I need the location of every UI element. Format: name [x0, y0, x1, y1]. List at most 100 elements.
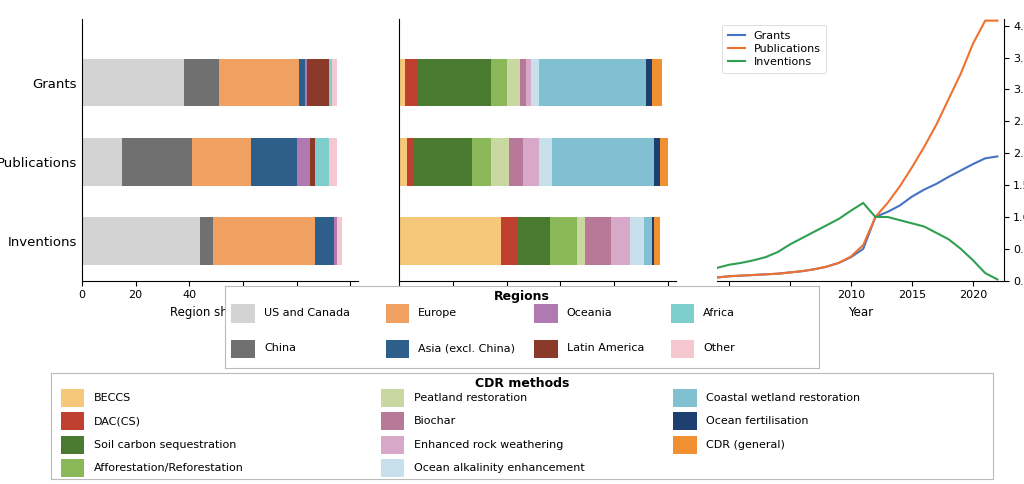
Bar	[399, 59, 404, 106]
Bar	[231, 304, 255, 322]
Bar	[315, 217, 334, 265]
Inventions	[808, 229, 820, 235]
Publications	[882, 200, 894, 206]
Inventions	[796, 235, 808, 241]
Line: Publications: Publications	[717, 21, 997, 277]
Bar	[552, 138, 654, 186]
Bar	[381, 389, 404, 407]
Text: Regions: Regions	[495, 289, 550, 302]
Grants	[991, 153, 1004, 159]
Grants	[723, 273, 735, 279]
Bar	[535, 304, 558, 322]
Bar	[651, 217, 654, 265]
Grants	[808, 266, 820, 272]
Bar	[539, 138, 552, 186]
Grants	[906, 194, 919, 199]
Bar	[550, 217, 577, 265]
Bar	[673, 389, 696, 407]
Text: Soil carbon sequestration: Soil carbon sequestration	[93, 439, 236, 450]
Publications	[919, 144, 931, 150]
Grants	[783, 270, 796, 275]
Bar	[329, 59, 332, 106]
Inventions	[894, 217, 906, 223]
Bar	[307, 59, 329, 106]
Inventions	[723, 262, 735, 268]
Text: CDR methods: CDR methods	[475, 377, 569, 390]
Grants	[894, 203, 906, 209]
Bar	[60, 459, 84, 477]
Publications	[711, 274, 723, 280]
Inventions	[748, 257, 760, 263]
Bar	[60, 436, 84, 454]
Bar	[654, 138, 659, 186]
Publications	[735, 272, 748, 278]
Inventions	[735, 260, 748, 266]
Bar	[82, 217, 200, 265]
Bar	[231, 340, 255, 358]
Bar	[585, 217, 611, 265]
Inventions	[919, 224, 931, 229]
Inventions	[979, 270, 991, 276]
Bar	[399, 217, 502, 265]
Grants	[857, 246, 869, 252]
Grants	[942, 174, 954, 180]
Bar	[337, 217, 342, 265]
Inventions	[711, 265, 723, 271]
Inventions	[857, 200, 869, 206]
Bar	[673, 436, 696, 454]
Bar	[251, 138, 297, 186]
Bar	[517, 217, 550, 265]
Bar	[418, 59, 490, 106]
Text: Other: Other	[703, 343, 735, 353]
Bar	[651, 59, 663, 106]
Publications	[979, 18, 991, 24]
Text: CDR (general): CDR (general)	[706, 439, 784, 450]
Bar	[200, 217, 213, 265]
Text: Oceania: Oceania	[567, 308, 612, 318]
Inventions	[869, 214, 882, 220]
X-axis label: Year: Year	[848, 306, 872, 319]
Bar	[184, 59, 219, 106]
Inventions	[772, 249, 784, 255]
Publications	[942, 96, 954, 102]
Grants	[711, 274, 723, 280]
Grants	[796, 268, 808, 274]
Text: Peatland restoration: Peatland restoration	[414, 393, 527, 403]
Line: Grants: Grants	[717, 156, 997, 277]
Grants	[979, 155, 991, 161]
Inventions	[991, 276, 1004, 282]
Bar	[502, 217, 517, 265]
Bar	[82, 138, 122, 186]
Grants	[748, 272, 760, 278]
Publications	[857, 242, 869, 248]
Bar	[60, 389, 84, 407]
Bar	[332, 59, 337, 106]
Grants	[760, 272, 772, 277]
Publications	[833, 260, 845, 266]
Bar	[60, 412, 84, 430]
Text: Enhanced rock weathering: Enhanced rock weathering	[414, 439, 563, 450]
Bar	[490, 138, 509, 186]
Line: Inventions: Inventions	[717, 203, 997, 279]
Publications	[808, 266, 820, 272]
Bar	[381, 459, 404, 477]
Grants	[833, 260, 845, 266]
Grants	[954, 167, 967, 173]
Grants	[869, 214, 882, 220]
Bar	[329, 138, 337, 186]
Publications	[869, 214, 882, 220]
Publications	[723, 273, 735, 279]
Bar	[381, 412, 404, 430]
Bar	[525, 59, 530, 106]
Text: Coastal wetland restoration: Coastal wetland restoration	[706, 393, 860, 403]
Bar	[315, 138, 329, 186]
Publications	[748, 272, 760, 278]
Bar	[644, 217, 651, 265]
Bar	[82, 59, 184, 106]
X-axis label: Region share (%): Region share (%)	[170, 306, 270, 319]
Text: Biochar: Biochar	[414, 416, 456, 426]
Bar	[577, 217, 585, 265]
Bar	[654, 217, 659, 265]
Bar	[334, 217, 337, 265]
Publications	[967, 41, 979, 46]
